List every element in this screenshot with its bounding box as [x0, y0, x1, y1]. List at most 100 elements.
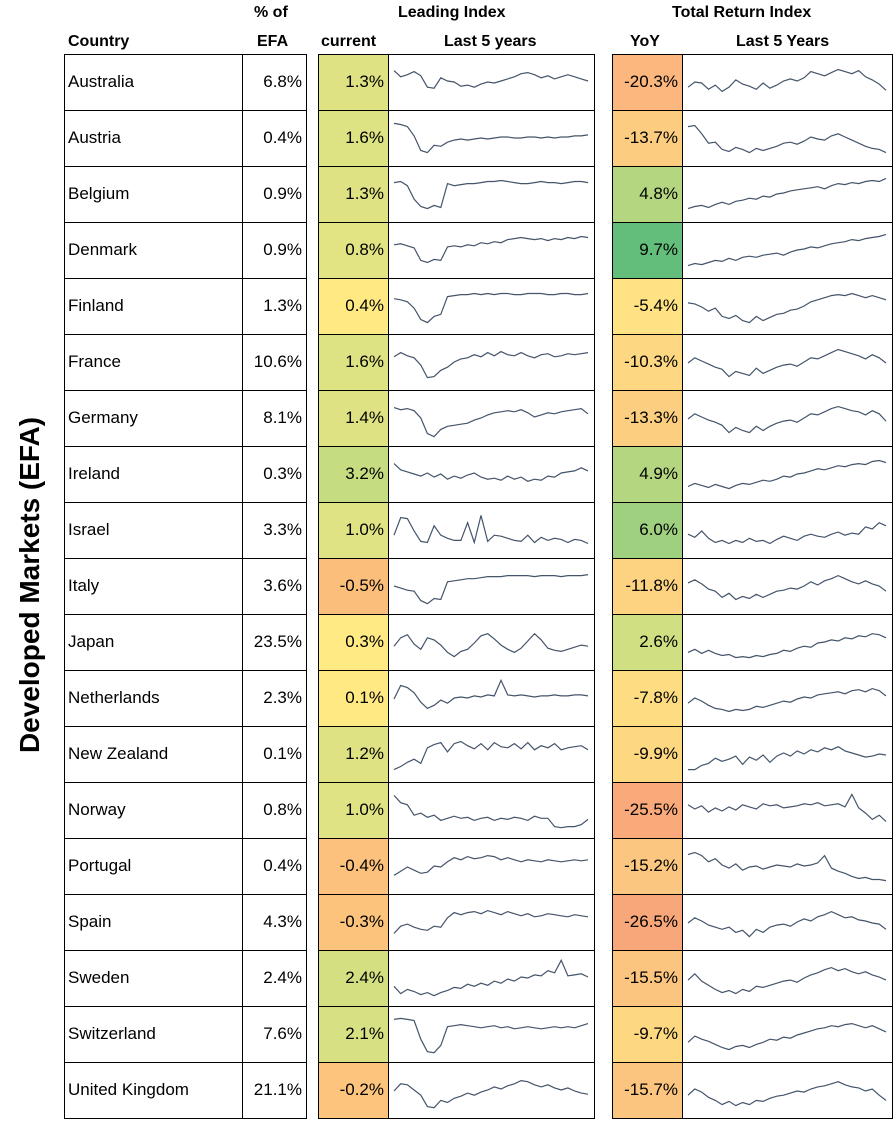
- total-return-sparkline: [687, 177, 887, 210]
- leading-current-cell: 0.3%: [318, 614, 388, 670]
- yoy-cell: -5.4%: [612, 278, 682, 334]
- leading-index-sparkline: [393, 794, 589, 829]
- yoy-cell: -20.3%: [612, 54, 682, 110]
- efa-weight-cell: 0.9%: [263, 240, 302, 259]
- total-return-sparkline: [687, 405, 887, 434]
- country-cell: Spain: [68, 912, 112, 931]
- leading-current-cell: 1.0%: [318, 782, 388, 838]
- total-return-sparkline: [687, 521, 887, 545]
- total-return-sparkline: [687, 292, 887, 324]
- efa-weight-cell: 3.3%: [263, 520, 302, 539]
- country-cell: Norway: [68, 800, 126, 819]
- efa-weight-cell: 0.1%: [263, 744, 302, 763]
- leading-current-cell: 1.4%: [318, 390, 388, 446]
- country-cell: Sweden: [68, 968, 130, 987]
- total-return-sparkline: [688, 746, 887, 771]
- total-return-sparkline: [687, 459, 887, 490]
- leading-index-sparkline: [393, 122, 589, 154]
- efa-weight-cell: 4.3%: [263, 912, 302, 931]
- leading-current-cell: 1.2%: [318, 726, 388, 782]
- leading-index-sparkline: [393, 632, 589, 658]
- total-return-sparkline: [687, 124, 887, 154]
- leading-index-sparkline: [393, 909, 589, 934]
- header-last5-total: Last 5 Years: [736, 33, 830, 50]
- leading-current-cell: 0.4%: [318, 278, 388, 334]
- total-return-sparkline: [687, 793, 887, 822]
- total-return-sparkline: [687, 687, 887, 713]
- efa-weight-cell: 0.8%: [263, 800, 302, 819]
- leading-current-cell: 3.2%: [318, 446, 388, 502]
- country-cell: Ireland: [68, 464, 120, 483]
- total-return-sparkline: [687, 966, 887, 995]
- leading-index-sparkline: [393, 70, 589, 89]
- yoy-cell: -25.5%: [612, 782, 682, 838]
- header-efa-bottom: EFA: [257, 33, 289, 50]
- efa-weight-cell: 10.6%: [253, 352, 302, 371]
- header-total-return-index: Total Return Index: [672, 4, 812, 21]
- country-cell: Switzerland: [68, 1024, 156, 1043]
- header-current: current: [321, 33, 377, 50]
- total-return-sparkline: [687, 574, 887, 601]
- country-cell: Israel: [68, 520, 110, 539]
- country-cell: Germany: [68, 408, 138, 427]
- leading-index-sparkline: [393, 958, 589, 997]
- yoy-cell: -7.8%: [612, 670, 682, 726]
- yoy-cell: -15.7%: [612, 1062, 682, 1118]
- leading-index-sparkline: [393, 574, 589, 605]
- country-cell: Finland: [68, 296, 124, 315]
- country-cell: Netherlands: [68, 688, 160, 707]
- leading-index-sparkline: [393, 740, 589, 771]
- total-return-sparkline: [687, 233, 887, 267]
- leading-index-sparkline: [393, 854, 589, 876]
- efa-weight-cell: 1.3%: [263, 296, 302, 315]
- yoy-cell: -9.7%: [612, 1006, 682, 1062]
- yoy-cell: 4.9%: [612, 446, 682, 502]
- header-leading-index: Leading Index: [398, 4, 506, 21]
- yoy-cell: 2.6%: [612, 614, 682, 670]
- efa-weight-cell: 21.1%: [253, 1080, 302, 1099]
- total-return-sparkline: [687, 851, 887, 882]
- header-country: Country: [68, 33, 130, 50]
- efa-weight-cell: 2.3%: [263, 688, 302, 707]
- total-return-sparkline: [687, 1081, 887, 1107]
- efa-weight-cell: 7.6%: [263, 1024, 302, 1043]
- country-cell: New Zealand: [68, 744, 169, 763]
- leading-current-cell: -0.2%: [318, 1062, 388, 1118]
- leading-index-sparkline: [393, 179, 589, 210]
- leading-index-sparkline: [393, 1079, 589, 1109]
- yoy-cell: -9.9%: [612, 726, 682, 782]
- leading-index-sparkline: [393, 350, 589, 379]
- country-cell: Austria: [68, 128, 121, 147]
- efa-weight-cell: 3.6%: [263, 576, 302, 595]
- total-return-sparkline: [687, 348, 887, 378]
- country-cell: Australia: [68, 72, 135, 91]
- leading-current-cell: 1.6%: [318, 110, 388, 166]
- efa-weight-cell: 8.1%: [263, 408, 302, 427]
- efa-weight-cell: 0.3%: [263, 464, 302, 483]
- leading-current-cell: 2.1%: [318, 1006, 388, 1062]
- leading-current-cell: -0.3%: [318, 894, 388, 950]
- country-cell: France: [68, 352, 121, 371]
- yoy-cell: -26.5%: [612, 894, 682, 950]
- leading-index-sparkline: [393, 678, 589, 710]
- yoy-cell: -11.8%: [612, 558, 682, 614]
- leading-current-cell: 1.3%: [318, 54, 388, 110]
- yoy-cell: -15.5%: [612, 950, 682, 1006]
- leading-current-cell: 1.0%: [318, 502, 388, 558]
- country-cell: Japan: [68, 632, 115, 651]
- yoy-cell: -13.7%: [612, 110, 682, 166]
- leading-index-sparkline: [393, 515, 589, 545]
- yoy-cell: 4.8%: [612, 166, 682, 222]
- leading-index-sparkline: [393, 292, 589, 324]
- yoy-cell: -13.3%: [612, 390, 682, 446]
- yoy-cell: 9.7%: [612, 222, 682, 278]
- leading-current-cell: 0.1%: [318, 670, 388, 726]
- leading-current-cell: 0.8%: [318, 222, 388, 278]
- efa-weight-cell: 23.5%: [253, 632, 302, 651]
- country-cell: Belgium: [68, 184, 130, 203]
- country-cell: Denmark: [68, 240, 137, 259]
- efa-weight-cell: 0.9%: [263, 184, 302, 203]
- leading-index-sparkline: [393, 1017, 589, 1054]
- country-cell: United Kingdom: [68, 1080, 189, 1099]
